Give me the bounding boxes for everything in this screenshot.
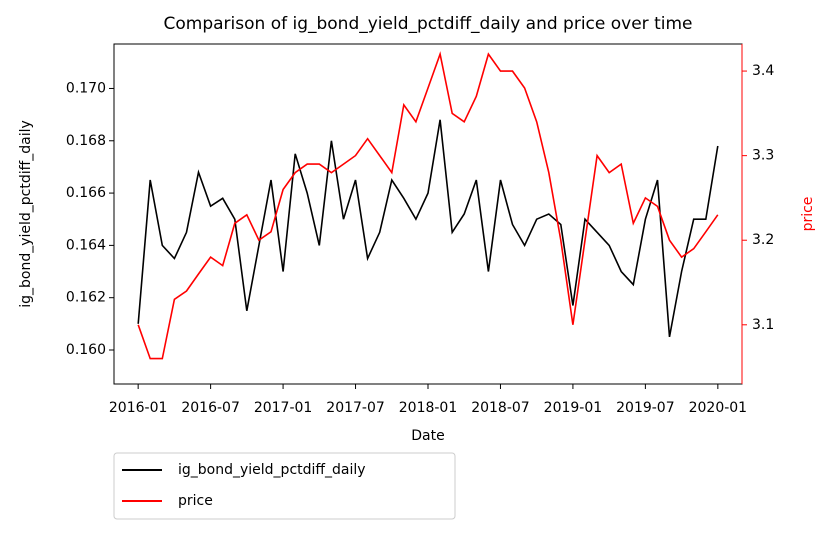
chart-title: Comparison of ig_bond_yield_pctdiff_dail… [164, 14, 693, 34]
x-tick-label: 2017-07 [326, 400, 385, 416]
y-tick-label: 0.162 [66, 290, 106, 306]
x-tick-label: 2018-01 [399, 400, 458, 416]
series-line [137, 51, 719, 360]
x-tick-label: 2018-07 [471, 400, 530, 416]
x-tick-label: 2016-07 [181, 400, 240, 416]
x-tick-label: 2020-01 [689, 400, 748, 416]
y2-tick-label: 3.3 [752, 148, 774, 164]
x-tick-label: 2016-01 [109, 400, 168, 416]
y-tick-label: 0.168 [66, 133, 106, 149]
y2-axis-label: price [800, 197, 816, 232]
y2-tick-label: 3.2 [752, 232, 774, 248]
y2-tick-label: 3.1 [752, 317, 774, 333]
series-line [137, 119, 719, 338]
y-tick-label: 0.166 [66, 185, 106, 201]
y-tick-label: 0.160 [66, 342, 106, 358]
x-tick-label: 2019-07 [616, 400, 675, 416]
x-tick-label: 2017-01 [254, 400, 313, 416]
legend-box [113, 452, 456, 520]
y-tick-label: 0.170 [66, 80, 106, 96]
x-tick-label: 2019-01 [544, 400, 603, 416]
y2-tick-label: 3.4 [752, 63, 774, 79]
y-tick-label: 0.164 [66, 237, 106, 253]
y-axis-label: ig_bond_yield_pctdiff_daily [18, 120, 34, 308]
x-axis-label: Date [411, 428, 444, 444]
legend-label: ig_bond_yield_pctdiff_daily [178, 462, 366, 478]
legend-label: price [178, 493, 213, 509]
